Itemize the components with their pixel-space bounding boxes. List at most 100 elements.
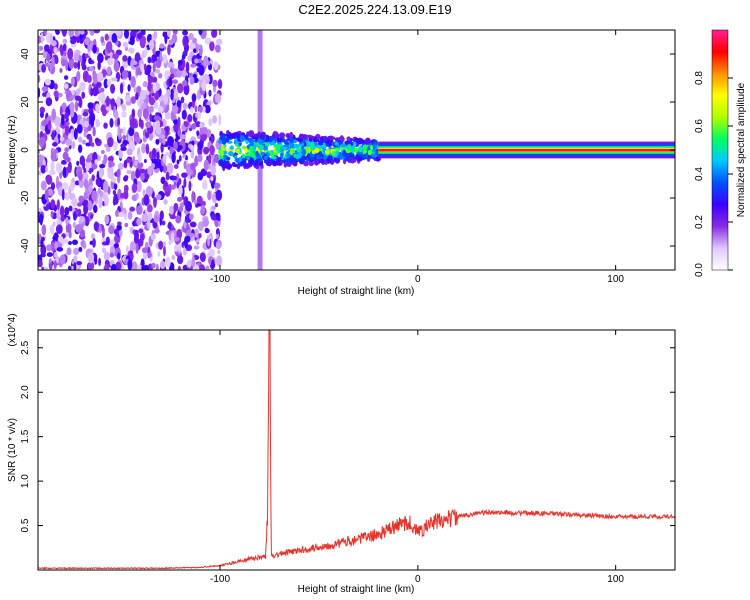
heatmap-cell: [364, 137, 371, 145]
heatmap-cell: [64, 112, 69, 120]
heatmap-cell: [139, 237, 144, 247]
heatmap-cell: [125, 100, 132, 106]
heatmap-cell: [194, 105, 198, 113]
heatmap-cell: [147, 56, 152, 64]
heatmap-cell: [38, 74, 41, 84]
heatmap-cell: [214, 182, 221, 189]
heatmap-cell: [174, 137, 179, 143]
y-tick-label: 40: [20, 48, 31, 60]
heatmap-cell: [61, 159, 67, 165]
heatmap-cell: [193, 199, 197, 205]
heatmap-cell: [142, 188, 146, 197]
heatmap-cell: [345, 152, 351, 156]
heatmap-cell: [84, 216, 90, 227]
heatmap-cell: [39, 136, 46, 146]
heatmap-cell: [166, 89, 171, 98]
heatmap-cell: [162, 136, 166, 145]
heatmap-cell: [217, 79, 223, 90]
heatmap-cell: [144, 68, 151, 76]
heatmap-cell: [114, 110, 119, 119]
heatmap-cell: [296, 147, 301, 153]
heatmap-cell: [181, 54, 186, 60]
heatmap-cell: [77, 208, 82, 217]
heatmap-cell: [178, 185, 183, 196]
heatmap-cell: [265, 134, 269, 139]
heatmap-cell: [142, 135, 147, 143]
heatmap-cell: [249, 145, 254, 153]
heatmap-cell: [215, 228, 220, 235]
heatmap-cell: [42, 92, 46, 97]
heatmap-cell: [95, 177, 101, 186]
heatmap-cell: [215, 38, 223, 46]
heatmap-cell: [171, 151, 176, 164]
heatmap-cell: [62, 239, 69, 244]
heatmap-cell: [90, 163, 98, 170]
heatmap-cell: [147, 251, 152, 258]
heatmap-cell: [101, 230, 105, 239]
heatmap-cell: [143, 63, 147, 71]
heatmap-cell: [146, 217, 151, 230]
heatmap-cell: [181, 109, 187, 120]
heatmap-cell: [92, 126, 96, 137]
bottom-y-axis-label: SNR (10 * v/v): [7, 418, 18, 482]
heatmap-cell: [61, 189, 65, 201]
heatmap-cell: [73, 255, 78, 262]
heatmap-cell: [214, 44, 221, 53]
heatmap-cell: [112, 198, 117, 206]
heatmap-cell: [134, 229, 139, 242]
heatmap-cell: [212, 115, 218, 124]
heatmap-cell: [173, 88, 179, 100]
heatmap-cell: [110, 177, 117, 183]
heatmap-cell: [40, 244, 47, 256]
heatmap-cell: [317, 142, 324, 146]
heatmap-cell: [357, 139, 363, 144]
heatmap-cell: [70, 76, 76, 87]
heatmap-cell: [117, 162, 124, 171]
snr-series-line: [38, 330, 675, 570]
bottom-x-ticks: -100 0 100: [210, 330, 624, 585]
heatmap-cell: [307, 146, 311, 153]
heatmap-cell: [137, 152, 142, 163]
heatmap-cell: [173, 236, 180, 242]
heatmap-cell: [290, 147, 295, 154]
heatmap-cell: [316, 134, 321, 140]
heatmap-cell: [134, 136, 141, 144]
heatmap-cell: [94, 159, 98, 165]
heatmap-cell: [193, 264, 200, 270]
heatmap-cell: [87, 252, 95, 264]
heatmap-cell: [189, 76, 195, 85]
heatmap-cell: [83, 131, 87, 138]
heatmap-cell: [117, 117, 121, 127]
heatmap-cell: [40, 164, 46, 174]
heatmap-cell: [141, 247, 149, 254]
heatmap-cell: [247, 137, 252, 142]
heatmap-cell: [283, 139, 288, 145]
heatmap-cell: [166, 30, 171, 38]
heatmap-cell: [65, 59, 69, 71]
heatmap-cell: [153, 115, 161, 121]
heatmap-cell: [167, 44, 171, 56]
heatmap-cell: [120, 143, 126, 149]
heatmap-cell: [188, 33, 194, 40]
heatmap-cell: [51, 108, 57, 121]
heatmap-cell: [78, 136, 83, 143]
heatmap-cell: [147, 76, 155, 83]
heatmap-cell: [118, 148, 123, 159]
heatmap-cell: [248, 131, 253, 138]
heatmap-cell: [143, 158, 147, 164]
heatmap-cell: [50, 210, 54, 219]
heatmap-cell: [98, 196, 103, 209]
heatmap-cell: [172, 175, 178, 181]
heatmap-cell: [152, 82, 157, 94]
heatmap-cell: [159, 210, 164, 221]
heatmap-cell: [77, 60, 81, 70]
heatmap-cell: [346, 136, 351, 142]
heatmap-cell: [52, 149, 59, 154]
heatmap-cell: [155, 58, 162, 69]
heatmap-cell: [300, 155, 307, 162]
heatmap-cell: [97, 71, 104, 83]
heatmap-cell: [205, 265, 210, 270]
heatmap-cell: [254, 160, 258, 167]
heatmap-cell: [50, 199, 56, 209]
heatmap-cell: [196, 44, 202, 49]
